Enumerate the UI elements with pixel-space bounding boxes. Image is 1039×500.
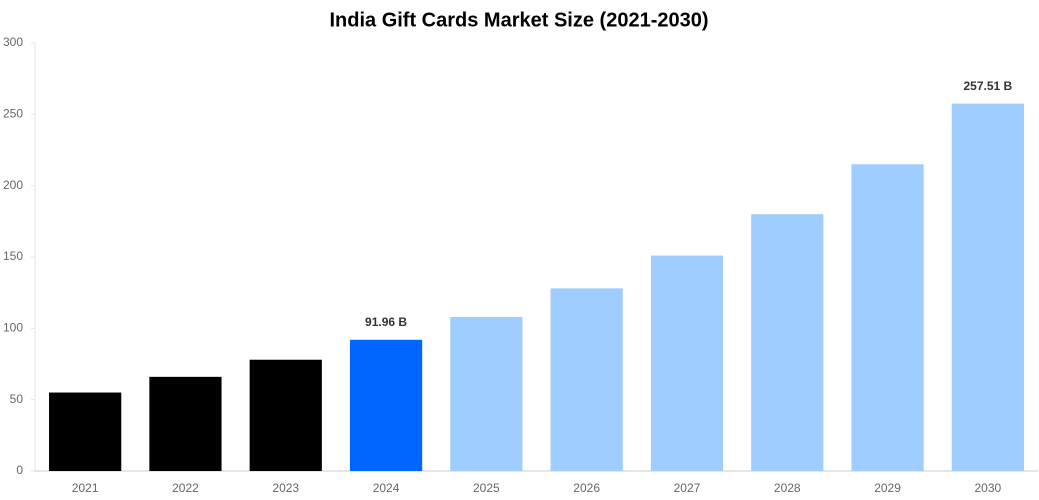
bar xyxy=(751,214,824,471)
x-tick-label: 2027 xyxy=(674,481,701,495)
bar xyxy=(450,316,523,471)
bar xyxy=(249,359,322,471)
y-tick-label: 300 xyxy=(3,35,23,49)
x-tick-label: 2026 xyxy=(573,481,600,495)
y-tick-label: 100 xyxy=(3,321,23,335)
bar xyxy=(349,339,423,471)
y-tick-label: 250 xyxy=(3,107,23,121)
x-tick-label: 2024 xyxy=(373,481,400,495)
bar xyxy=(550,288,623,471)
bar xyxy=(149,376,222,471)
x-tick-label: 2028 xyxy=(774,481,801,495)
bar xyxy=(49,392,122,471)
y-tick-label: 200 xyxy=(3,178,23,192)
bar xyxy=(851,164,924,471)
y-tick-label: 50 xyxy=(10,392,24,406)
x-tick-label: 2029 xyxy=(874,481,901,495)
bar xyxy=(951,103,1024,471)
value-label: 257.51 B xyxy=(963,79,1012,93)
x-tick-label: 2030 xyxy=(974,481,1001,495)
x-tick-label: 2025 xyxy=(473,481,500,495)
bar xyxy=(650,255,724,471)
y-tick-label: 150 xyxy=(3,249,23,263)
value-label: 91.96 B xyxy=(365,315,407,329)
x-tick-label: 2023 xyxy=(272,481,299,495)
chart-title: India Gift Cards Market Size (2021-2030) xyxy=(329,9,708,31)
y-tick-label: 0 xyxy=(16,463,23,477)
x-tick-label: 2021 xyxy=(72,481,99,495)
x-tick-label: 2022 xyxy=(172,481,199,495)
